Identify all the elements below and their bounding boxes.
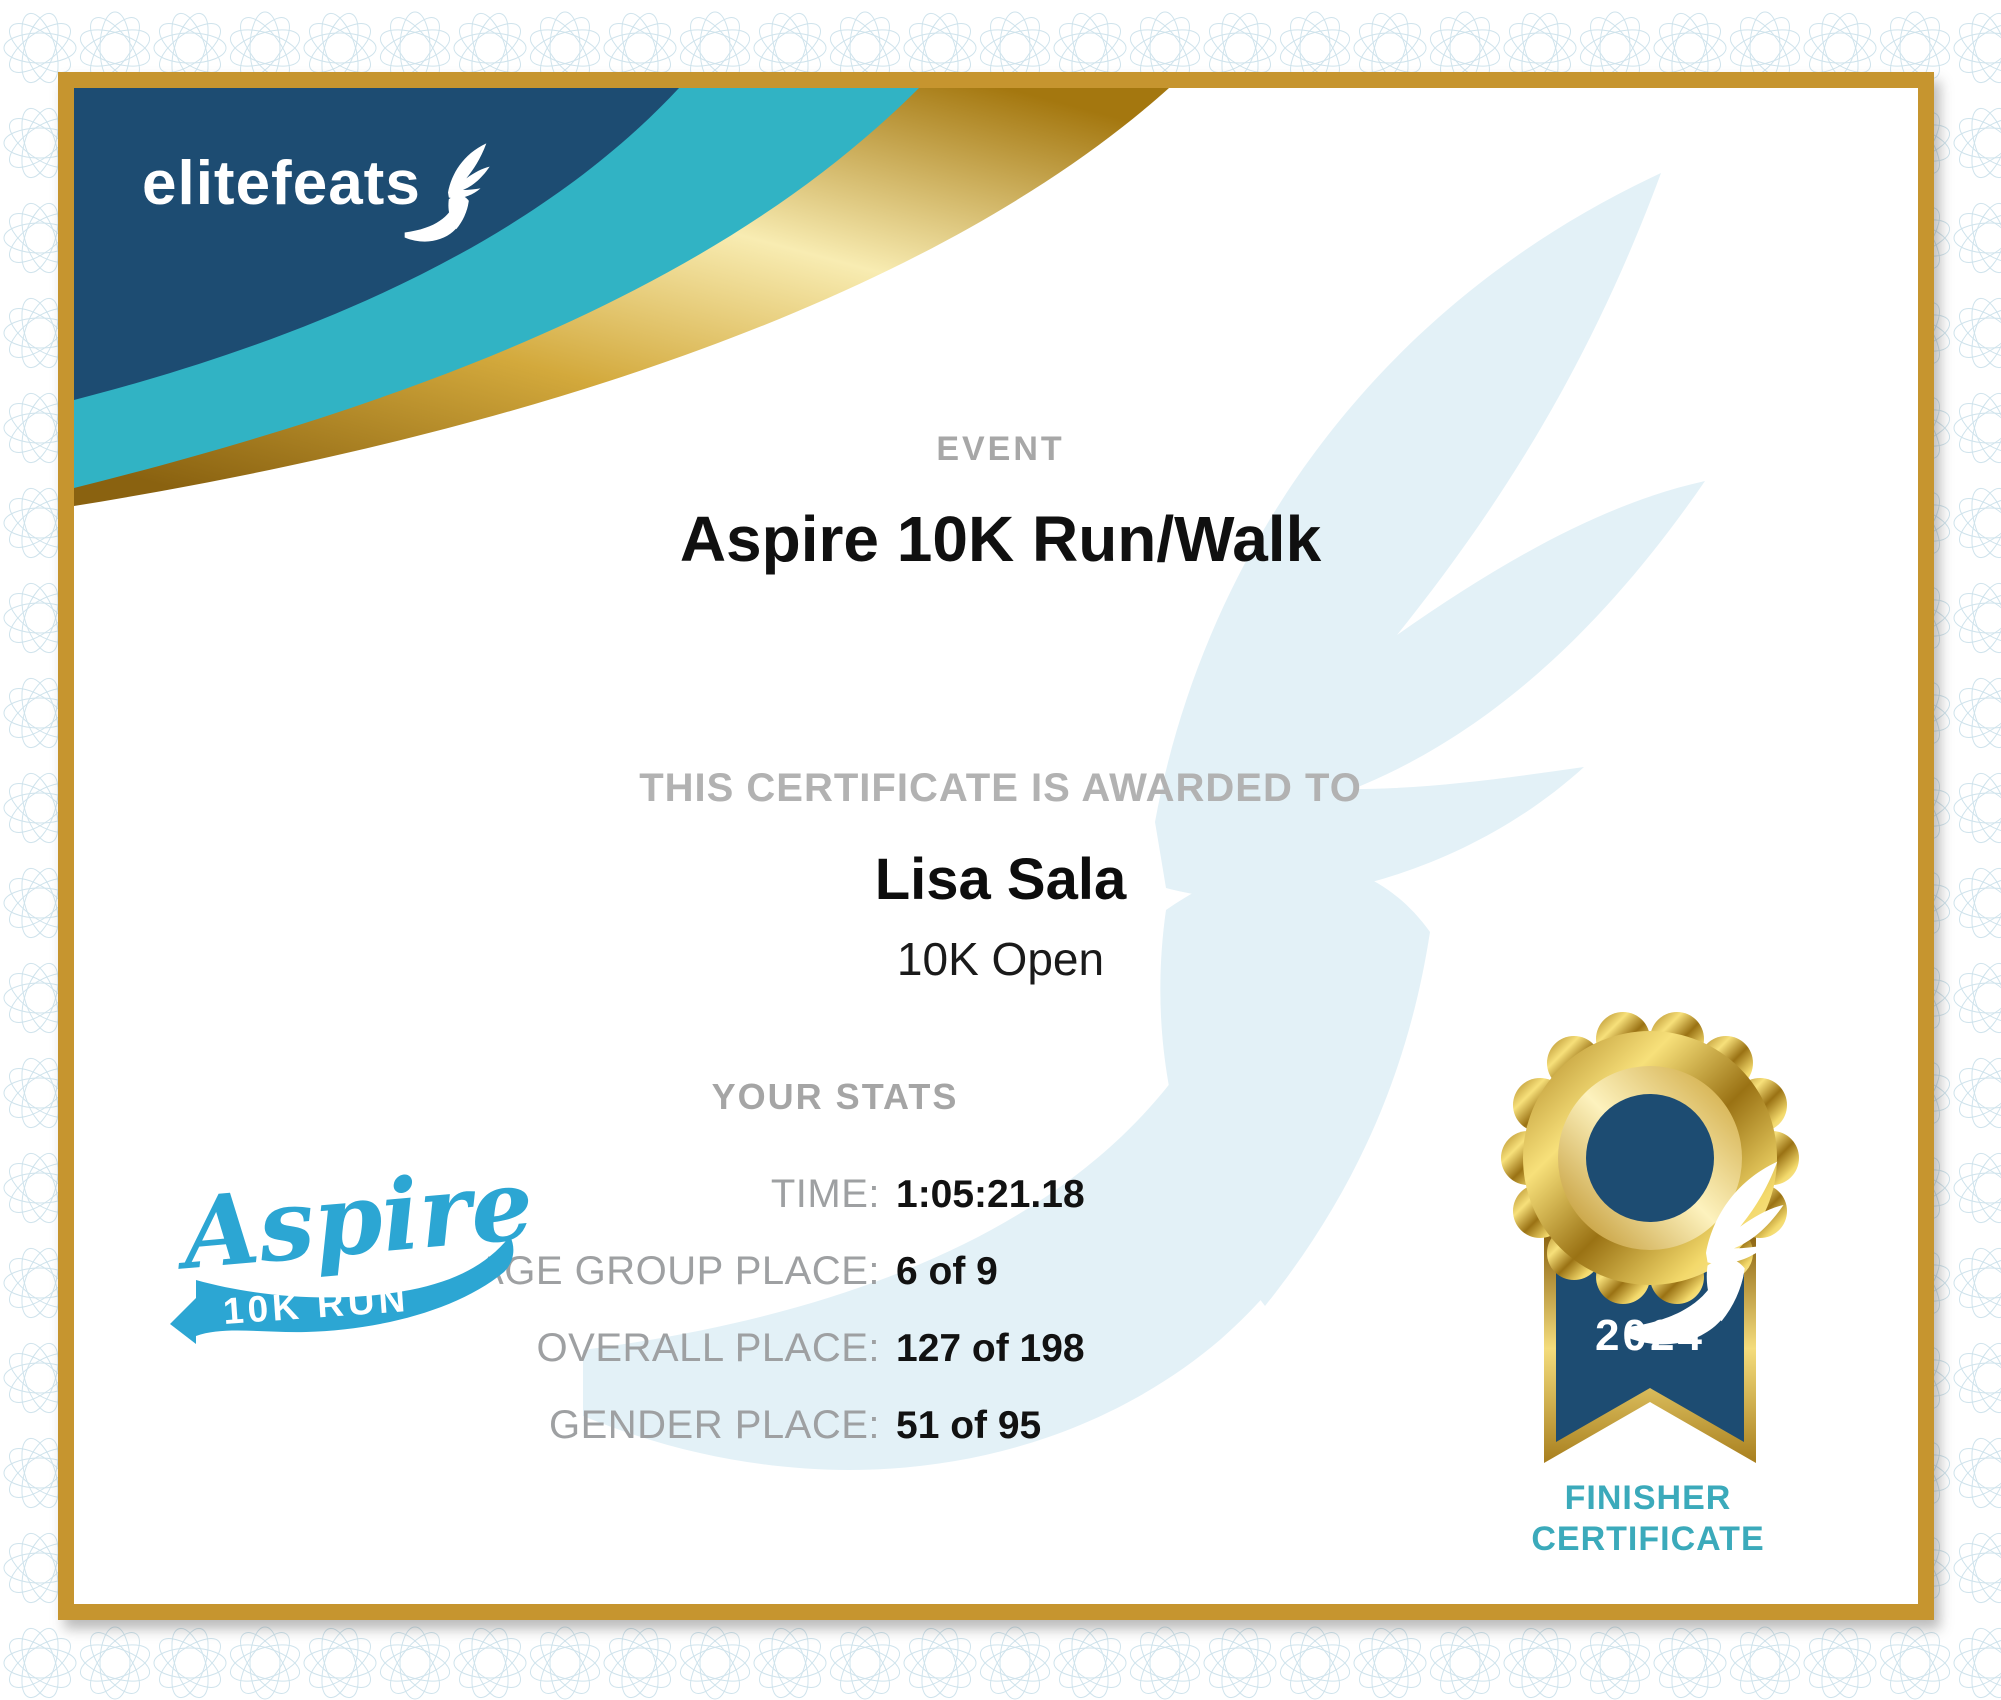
- stat-value: 127 of 198: [896, 1327, 1085, 1370]
- stat-label: AGE GROUP PLACE:: [477, 1249, 880, 1293]
- finisher-medal: 2024: [1501, 1012, 1799, 1463]
- event-label: EVENT: [936, 430, 1065, 468]
- stat-row-overall-place: OVERALL PLACE: 127 of 198: [380, 1326, 1480, 1371]
- stat-value: 51 of 95: [896, 1404, 1042, 1447]
- stat-label: OVERALL PLACE:: [536, 1326, 880, 1370]
- stat-label: TIME:: [770, 1172, 880, 1216]
- division-name: 10K Open: [896, 933, 1105, 985]
- stats-heading: YOUR STATS: [711, 1076, 959, 1117]
- medal-caption: FINISHER CERTIFICATE: [1531, 1478, 1764, 1560]
- stat-row-time: TIME: 1:05:21.18: [380, 1172, 1480, 1217]
- stat-row-gender-place: GENDER PLACE: 51 of 95: [380, 1403, 1480, 1448]
- awarded-heading: THIS CERTIFICATE IS AWARDED TO: [639, 766, 1362, 810]
- stat-value: 1:05:21.18: [896, 1173, 1085, 1216]
- winged-foot-logo-icon: [398, 134, 498, 256]
- stat-label: GENDER PLACE:: [548, 1403, 880, 1447]
- medal-caption-line2: CERTIFICATE: [1531, 1519, 1765, 1558]
- medal-caption-line1: FINISHER: [1564, 1479, 1732, 1517]
- brand-name: elitefeats: [142, 149, 421, 218]
- recipient-name: Lisa Sala: [874, 847, 1127, 912]
- aspire-event-logo: Aspire 10K RUN: [170, 1147, 538, 1344]
- stat-row-age-group-place: AGE GROUP PLACE: 6 of 9: [380, 1249, 1480, 1294]
- event-name: Aspire 10K Run/Walk: [679, 503, 1322, 575]
- stat-value: 6 of 9: [896, 1250, 998, 1293]
- header-curves: [74, 88, 1169, 506]
